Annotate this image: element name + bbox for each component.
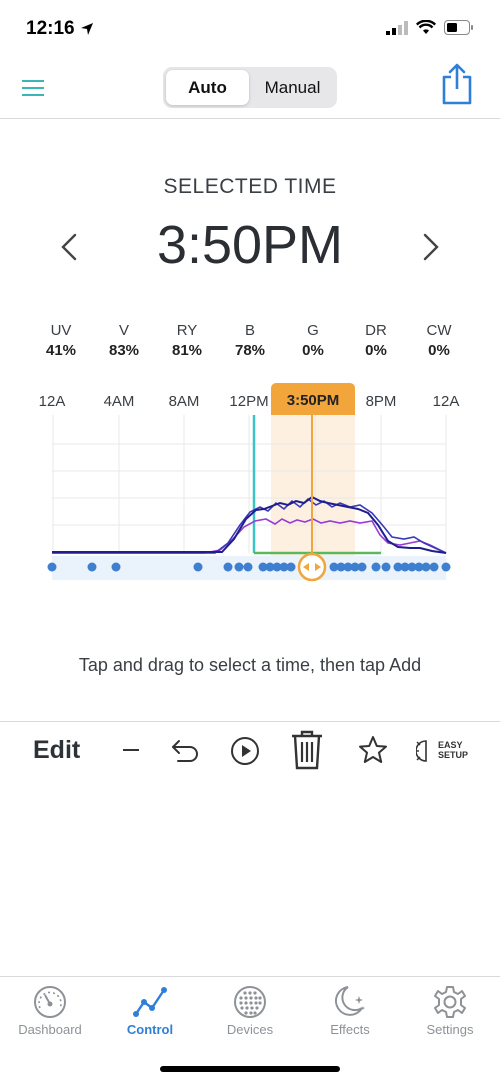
tab-devices[interactable]: Devices bbox=[200, 980, 300, 1040]
next-time-chevron-icon[interactable] bbox=[420, 232, 442, 262]
edit-button[interactable]: Edit bbox=[33, 736, 81, 764]
x-tick-label: 12A bbox=[432, 393, 460, 410]
tabbar-divider bbox=[0, 976, 500, 977]
easy-setup-icon bbox=[416, 740, 427, 762]
tab-effects[interactable]: Effects bbox=[300, 980, 400, 1040]
x-tick-label: 12A bbox=[38, 393, 66, 410]
series-line-blue-dark bbox=[52, 495, 447, 554]
tab-dashboard[interactable]: Dashboard bbox=[0, 980, 100, 1040]
channel-value: 78% bbox=[234, 342, 266, 359]
wifi-icon bbox=[416, 20, 436, 34]
minus-icon[interactable] bbox=[120, 740, 142, 760]
selected-time-badge: 3:50PM bbox=[271, 383, 355, 417]
x-tick-label: 8PM bbox=[365, 393, 397, 410]
light-schedule-chart[interactable] bbox=[0, 415, 500, 587]
channel-name: B bbox=[244, 322, 255, 339]
easy-setup-button[interactable]: EASY SETUP bbox=[416, 736, 472, 766]
x-tick-label: 12PM bbox=[229, 393, 269, 410]
chart-hint-text: Tap and drag to select a time, then tap … bbox=[78, 655, 422, 675]
led-grid-icon bbox=[234, 986, 266, 1018]
play-icon[interactable] bbox=[229, 735, 261, 767]
time-axis: 12A 4AM 8AM 12PM 8PM 12A bbox=[30, 393, 470, 413]
easy-setup-line1: EASY bbox=[438, 740, 463, 750]
tab-label: Settings bbox=[426, 1022, 474, 1037]
channel-value: 81% bbox=[171, 342, 203, 359]
tab-label: Devices bbox=[226, 1022, 274, 1037]
tab-label: Dashboard bbox=[18, 1022, 82, 1037]
channel-name: DR bbox=[365, 322, 387, 339]
gauge-icon bbox=[34, 986, 66, 1018]
selected-time-label: SELECTED TIME bbox=[163, 175, 337, 198]
event-dots bbox=[47, 562, 451, 572]
tab-control[interactable]: Control bbox=[100, 980, 200, 1040]
mode-manual-button[interactable]: Manual bbox=[264, 77, 321, 97]
tab-settings[interactable]: Settings bbox=[400, 980, 500, 1040]
channel-name: RY bbox=[176, 322, 198, 339]
graph-icon bbox=[133, 987, 167, 1017]
mode-auto-button[interactable]: Auto bbox=[166, 70, 249, 105]
cellular-signal-icon bbox=[386, 20, 408, 35]
previous-time-chevron-icon[interactable] bbox=[58, 232, 80, 262]
trash-icon[interactable] bbox=[290, 729, 324, 771]
channel-name: UV bbox=[50, 322, 72, 339]
channel-name: G bbox=[307, 322, 319, 339]
selected-time-value: 3:50PM bbox=[156, 215, 344, 275]
x-tick-label: 4AM bbox=[103, 393, 135, 410]
easy-setup-label: EASY SETUP bbox=[438, 740, 468, 760]
battery-icon bbox=[444, 20, 473, 35]
channel-dr: DR 0% bbox=[345, 322, 407, 359]
channel-name: V bbox=[118, 322, 129, 339]
share-icon[interactable] bbox=[440, 62, 474, 106]
channel-value: 0% bbox=[428, 342, 450, 359]
favorite-star-icon[interactable] bbox=[357, 734, 389, 766]
series-line-blue-light bbox=[52, 497, 447, 554]
channel-levels: UV 41% V 83% RY 81% B 78% G 0% DR 0% CW 0% bbox=[30, 322, 470, 359]
tab-label: Control bbox=[126, 1022, 174, 1037]
toolbar-divider bbox=[0, 721, 500, 722]
easy-setup-line2: SETUP bbox=[438, 750, 469, 760]
channel-name: CW bbox=[426, 322, 452, 339]
channel-value: 41% bbox=[45, 342, 77, 359]
channel-ry: RY 81% bbox=[156, 322, 218, 359]
hamburger-icon[interactable] bbox=[22, 78, 44, 98]
location-arrow-icon bbox=[80, 22, 93, 35]
tab-label: Effects bbox=[330, 1022, 370, 1037]
series-line-purple bbox=[52, 518, 447, 554]
header-divider bbox=[0, 118, 500, 119]
status-time: 12:16 bbox=[26, 18, 94, 40]
channel-cw: CW 0% bbox=[408, 322, 470, 359]
chart-grid bbox=[52, 415, 447, 553]
moon-stars-icon bbox=[334, 986, 365, 1016]
channel-v: V 83% bbox=[93, 322, 155, 359]
tab-bar: Dashboard Control Devices Effect bbox=[0, 980, 500, 1040]
channel-b: B 78% bbox=[219, 322, 281, 359]
mode-segmented-control: Auto Manual bbox=[163, 67, 337, 108]
home-indicator bbox=[160, 1066, 340, 1072]
channel-value: 83% bbox=[108, 342, 140, 359]
channel-value: 0% bbox=[302, 342, 324, 359]
status-icons bbox=[386, 20, 474, 35]
gear-icon bbox=[434, 986, 466, 1018]
x-tick-label: 8AM bbox=[168, 393, 200, 410]
time-drag-handle[interactable] bbox=[297, 552, 327, 582]
channel-value: 0% bbox=[365, 342, 387, 359]
channel-g: G 0% bbox=[282, 322, 344, 359]
undo-icon[interactable] bbox=[170, 736, 202, 766]
channel-uv: UV 41% bbox=[30, 322, 92, 359]
